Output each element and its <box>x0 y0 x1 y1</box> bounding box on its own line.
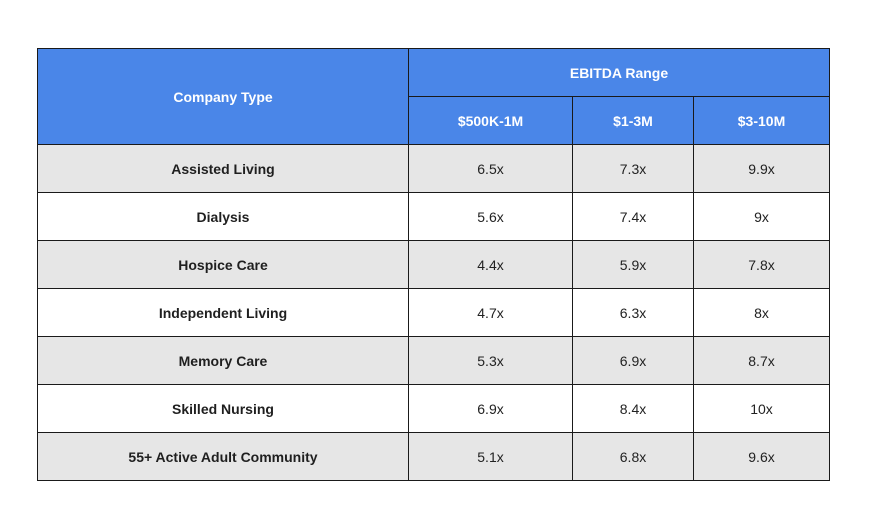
company-type-cell: 55+ Active Adult Community <box>37 432 409 481</box>
multiple-cell: 8.7x <box>693 336 830 385</box>
multiple-cell: 7.3x <box>572 144 694 193</box>
multiple-cell: 4.4x <box>408 240 573 289</box>
table-header: Company Type EBITDA Range $500K-1M $1-3M… <box>37 48 830 145</box>
multiple-cell: 6.5x <box>408 144 573 193</box>
multiple-cell: 5.9x <box>572 240 694 289</box>
header-row-ranges: $500K-1M $1-3M $3-10M <box>38 96 830 145</box>
multiple-cell: 6.9x <box>572 336 694 385</box>
table-row: Dialysis 5.6x 7.4x 9x <box>37 192 830 241</box>
multiple-cell: 4.7x <box>408 288 573 337</box>
table-row: Hospice Care 4.4x 5.9x 7.8x <box>37 240 830 289</box>
ebitda-multiples-table: Company Type EBITDA Range $500K-1M $1-3M… <box>37 48 830 481</box>
multiple-cell: 5.6x <box>408 192 573 241</box>
range-header-3-10m: $3-10M <box>693 96 830 145</box>
multiple-cell: 10x <box>693 384 830 433</box>
table-row: Independent Living 4.7x 6.3x 8x <box>37 288 830 337</box>
multiple-cell: 5.3x <box>408 336 573 385</box>
table-row: Skilled Nursing 6.9x 8.4x 10x <box>37 384 830 433</box>
multiple-cell: 6.3x <box>572 288 694 337</box>
table-body: Assisted Living 6.5x 7.3x 9.9x Dialysis … <box>37 144 830 481</box>
multiple-cell: 9.6x <box>693 432 830 481</box>
ebitda-range-header: EBITDA Range <box>408 48 830 97</box>
company-type-cell: Assisted Living <box>37 144 409 193</box>
multiple-cell: 9x <box>693 192 830 241</box>
table-row: 55+ Active Adult Community 5.1x 6.8x 9.6… <box>37 432 830 481</box>
multiple-cell: 5.1x <box>408 432 573 481</box>
company-type-cell: Dialysis <box>37 192 409 241</box>
multiple-cell: 6.9x <box>408 384 573 433</box>
range-header-500k-1m: $500K-1M <box>408 96 573 145</box>
company-type-cell: Memory Care <box>37 336 409 385</box>
table-row: Assisted Living 6.5x 7.3x 9.9x <box>37 144 830 193</box>
multiple-cell: 6.8x <box>572 432 694 481</box>
multiple-cell: 8.4x <box>572 384 694 433</box>
multiple-cell: 9.9x <box>693 144 830 193</box>
company-type-header: Company Type <box>37 48 409 145</box>
table-row: Memory Care 5.3x 6.9x 8.7x <box>37 336 830 385</box>
company-type-cell: Independent Living <box>37 288 409 337</box>
range-header-1-3m: $1-3M <box>572 96 694 145</box>
multiple-cell: 7.8x <box>693 240 830 289</box>
multiple-cell: 7.4x <box>572 192 694 241</box>
multiple-cell: 8x <box>693 288 830 337</box>
header-row-top: Company Type EBITDA Range <box>37 48 830 145</box>
company-type-cell: Skilled Nursing <box>37 384 409 433</box>
company-type-cell: Hospice Care <box>37 240 409 289</box>
